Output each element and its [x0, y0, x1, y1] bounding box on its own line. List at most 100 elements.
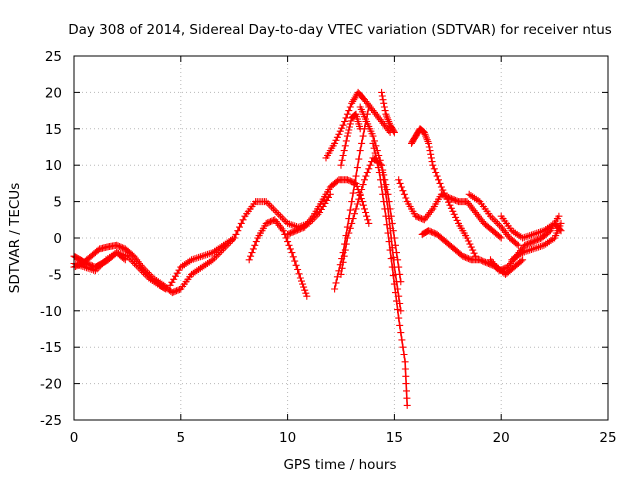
series-markers — [408, 125, 480, 260]
plus-marker — [427, 150, 435, 158]
plus-marker — [445, 198, 452, 206]
plus-marker — [356, 190, 364, 198]
plus-marker — [342, 137, 350, 145]
plus-marker — [464, 237, 472, 245]
plus-marker — [361, 205, 368, 213]
plus-marker — [359, 201, 367, 209]
plus-marker — [392, 289, 399, 297]
plus-marker — [382, 212, 390, 220]
plus-marker — [394, 306, 402, 314]
plus-marker — [443, 195, 451, 203]
plus-marker — [442, 192, 450, 200]
plus-marker — [294, 266, 302, 273]
plus-marker — [369, 139, 377, 147]
x-tick-label: 5 — [177, 430, 186, 446]
plus-marker — [529, 245, 537, 253]
series-arc-5 — [245, 216, 311, 300]
plus-marker — [447, 204, 455, 212]
plus-marker — [497, 234, 505, 242]
plus-marker — [528, 231, 535, 239]
plus-marker — [202, 251, 210, 259]
plus-marker — [296, 274, 304, 282]
plus-marker — [437, 183, 445, 191]
series-markers — [418, 227, 527, 278]
plus-marker — [427, 154, 435, 162]
plus-marker — [378, 88, 386, 96]
plus-marker — [268, 217, 276, 225]
plus-marker — [234, 227, 242, 235]
series-arc-12 — [369, 139, 411, 409]
plus-marker — [536, 228, 544, 236]
plus-marker — [519, 256, 527, 264]
plus-marker — [287, 221, 295, 229]
plus-marker — [386, 246, 394, 254]
plus-marker — [520, 233, 528, 241]
plus-marker — [524, 232, 532, 240]
plus-marker — [289, 253, 297, 261]
plus-marker — [299, 280, 307, 288]
plus-marker — [301, 286, 309, 294]
plus-marker — [196, 253, 204, 261]
plus-marker — [380, 103, 388, 111]
plus-marker — [345, 107, 353, 115]
plus-marker — [339, 152, 347, 159]
plus-marker — [522, 233, 530, 241]
plus-marker — [400, 351, 408, 358]
plus-marker — [528, 246, 535, 253]
plus-marker — [450, 210, 458, 218]
plus-marker — [175, 286, 183, 294]
plus-marker — [399, 187, 407, 195]
plus-marker — [345, 126, 353, 134]
series-arc-8 — [337, 110, 364, 169]
plus-marker — [345, 215, 353, 223]
series-markers — [284, 176, 373, 238]
plus-marker — [342, 232, 350, 240]
plus-marker — [499, 265, 507, 273]
plus-marker — [300, 283, 308, 291]
plus-marker — [384, 229, 392, 237]
plus-marker — [369, 132, 377, 140]
plus-marker — [352, 172, 360, 180]
plus-marker — [333, 177, 341, 185]
plus-marker — [298, 224, 306, 232]
plus-marker — [335, 267, 343, 275]
plus-marker — [514, 241, 522, 249]
plus-marker — [230, 234, 238, 242]
plus-marker — [340, 147, 348, 155]
plus-marker — [464, 255, 472, 263]
plus-marker — [344, 129, 352, 137]
plus-marker — [466, 240, 474, 248]
plus-marker — [333, 273, 341, 281]
plus-marker — [366, 161, 374, 169]
series-markers — [369, 139, 411, 409]
plus-marker — [200, 252, 208, 260]
x-tick-label: 0 — [70, 430, 79, 446]
plus-marker — [393, 297, 400, 305]
plus-marker — [435, 176, 442, 184]
series-arc-16 — [418, 227, 527, 278]
plus-marker — [346, 120, 354, 128]
plus-marker — [331, 285, 339, 293]
plus-marker — [519, 234, 527, 242]
series-arc-13 — [378, 88, 398, 136]
plus-marker — [332, 279, 340, 287]
plus-marker — [249, 245, 257, 253]
y-tick-label: 25 — [45, 49, 62, 65]
plus-marker — [346, 123, 353, 131]
plus-marker — [429, 161, 437, 169]
plus-marker — [365, 165, 373, 173]
series-markers — [395, 176, 505, 242]
plus-marker — [378, 92, 386, 100]
plus-marker — [449, 207, 457, 215]
plus-marker — [371, 149, 379, 157]
plus-marker — [346, 206, 354, 214]
plus-marker — [351, 210, 358, 218]
plus-marker — [535, 243, 543, 251]
plus-marker — [432, 169, 440, 176]
plus-marker — [343, 132, 351, 140]
y-tick-label: -5 — [49, 267, 62, 283]
plus-marker — [380, 99, 388, 107]
series-arc-20 — [508, 219, 565, 264]
plus-marker — [336, 261, 344, 269]
